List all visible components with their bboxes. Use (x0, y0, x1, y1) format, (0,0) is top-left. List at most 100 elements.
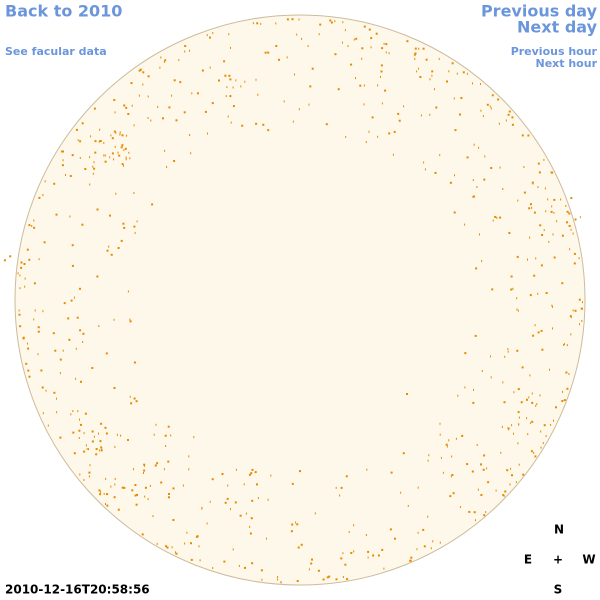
facula (95, 448, 98, 450)
facula (77, 139, 79, 142)
facula (156, 462, 159, 465)
facula (568, 212, 571, 215)
facula (80, 380, 82, 383)
next-day-link[interactable]: Next day (517, 18, 598, 37)
facula (28, 224, 31, 227)
facula (439, 433, 441, 436)
facula (113, 99, 116, 101)
facula (516, 349, 519, 352)
facula (342, 21, 344, 24)
facula (368, 28, 371, 31)
facula (508, 110, 511, 113)
facula (190, 152, 192, 155)
facula (141, 533, 144, 536)
facula (572, 232, 574, 235)
facula (266, 537, 267, 540)
facula (270, 474, 272, 477)
facula (93, 435, 95, 438)
previous-hour-link[interactable]: Previous hour (511, 45, 598, 58)
facula (459, 506, 461, 508)
facula (211, 102, 214, 105)
facula (578, 257, 580, 260)
facula (20, 266, 23, 269)
facula (507, 427, 510, 430)
facula (431, 70, 434, 73)
facula (73, 452, 76, 455)
facula (414, 57, 416, 60)
facula (184, 45, 187, 47)
previous-day-link[interactable]: Previous day (481, 2, 598, 21)
next-hour-link[interactable]: Next hour (536, 57, 598, 70)
facula (133, 397, 136, 400)
facula (147, 498, 149, 501)
facula (99, 493, 102, 496)
facula (226, 86, 228, 89)
facula (522, 473, 525, 476)
back-link[interactable]: Back to 2010 (5, 2, 122, 21)
facula (537, 186, 539, 189)
facula (521, 366, 524, 369)
facula (425, 58, 428, 61)
facula (249, 532, 252, 535)
facula (497, 98, 500, 101)
facula (494, 216, 497, 218)
facula (110, 134, 112, 137)
facula (409, 559, 412, 562)
facula (114, 445, 116, 448)
facula (462, 71, 465, 74)
facula (537, 162, 540, 165)
facula (129, 395, 131, 398)
facula (172, 487, 175, 490)
facula (70, 413, 72, 416)
facula (355, 37, 358, 40)
facula (83, 450, 86, 453)
facula (451, 62, 454, 65)
facula (147, 117, 149, 119)
facula (130, 402, 133, 405)
facula (267, 498, 269, 501)
facula (503, 401, 506, 404)
facula (204, 110, 207, 113)
facula (414, 52, 417, 55)
facula (182, 484, 184, 487)
facula (256, 483, 258, 486)
facula (89, 156, 91, 159)
facular-link[interactable]: See facular data (5, 45, 107, 58)
facula (353, 550, 355, 553)
facula (451, 474, 454, 476)
facula (480, 83, 481, 85)
facula (482, 115, 484, 118)
facula (243, 483, 245, 486)
facula (96, 208, 99, 211)
facula (23, 263, 26, 265)
facula (27, 369, 30, 372)
facula (173, 79, 176, 82)
facula (230, 121, 232, 124)
facula (121, 144, 124, 147)
facula (3, 259, 6, 262)
facula (251, 562, 254, 565)
facula (134, 231, 136, 234)
facula (473, 195, 476, 198)
facula (392, 153, 394, 156)
facula (548, 240, 550, 243)
facula (381, 47, 384, 50)
facula (93, 167, 96, 170)
facula (502, 494, 505, 497)
facula (460, 97, 463, 99)
facula (55, 213, 58, 216)
facula (260, 22, 262, 25)
facula (442, 471, 444, 474)
facula (90, 135, 92, 138)
facula (62, 159, 64, 162)
facula (516, 308, 518, 311)
facula (365, 534, 367, 536)
facula (115, 131, 117, 134)
facula (286, 18, 289, 21)
facula (566, 221, 568, 224)
facula (446, 80, 448, 83)
facula (388, 132, 391, 135)
facula (232, 105, 235, 108)
facula (74, 296, 75, 299)
